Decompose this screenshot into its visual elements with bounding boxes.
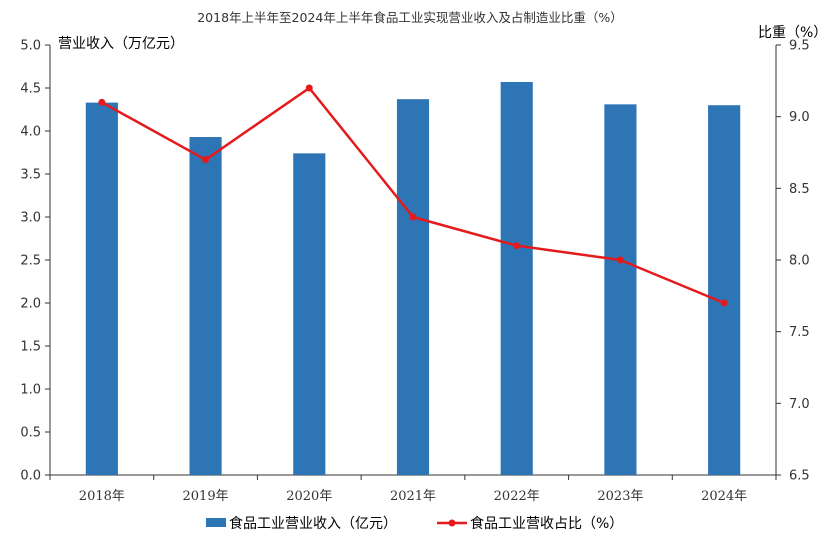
right-tick-label: 9.5 [789, 39, 810, 54]
line-point [202, 156, 210, 164]
right-tick-label: 8.5 [789, 182, 810, 197]
line-point [409, 213, 417, 221]
left-tick-label: 2.0 [20, 297, 41, 312]
right-tick-label: 7.5 [789, 325, 810, 340]
line-point [616, 256, 624, 264]
legend-bar-swatch [206, 518, 226, 527]
left-tick-label: 0.0 [20, 469, 41, 484]
left-tick-label: 4.5 [20, 82, 41, 97]
left-tick-label: 3.5 [20, 168, 41, 183]
left-tick-label: 1.0 [20, 383, 41, 398]
left-tick-label: 5.0 [20, 39, 41, 54]
left-axis-title: 营业收入（万亿元） [58, 36, 184, 52]
bar [708, 105, 741, 475]
legend-line-label: 食品工业营收占比（%） [470, 515, 623, 532]
left-tick-label: 2.5 [20, 254, 41, 269]
line-point [513, 242, 521, 250]
line-point [305, 84, 313, 92]
line-point [98, 98, 106, 106]
right-tick-label: 7.0 [789, 397, 810, 412]
x-axis-ticks: 2018年 2019年 2020年 2021年 2022年 2023年 2024年 [49, 475, 777, 504]
left-tick-label: 0.5 [20, 426, 41, 441]
right-tick-label: 9.0 [789, 110, 810, 125]
right-tick-label: 6.5 [789, 469, 810, 484]
x-tick-label: 2023年 [597, 489, 643, 504]
bar [293, 153, 326, 476]
bar [500, 81, 533, 475]
chart-title: 2018年上半年至2024年上半年食品工业实现营业收入及占制造业比重（%） [197, 10, 623, 25]
line-series [98, 84, 728, 307]
legend-line-marker [448, 519, 456, 527]
right-axis-title: 比重（%） [758, 25, 827, 41]
x-tick-label: 2018年 [79, 489, 125, 504]
bar [189, 137, 222, 475]
legend-bar-label: 食品工业营业收入（亿元） [229, 515, 397, 532]
line-point [720, 299, 728, 307]
bar-series [85, 81, 741, 476]
bar [396, 99, 430, 476]
bar [85, 102, 118, 476]
x-tick-label: 2022年 [494, 489, 540, 504]
legend: 食品工业营业收入（亿元） 食品工业营收占比（%） [206, 515, 623, 532]
left-tick-label: 3.0 [20, 211, 41, 226]
x-tick-label: 2021年 [390, 489, 436, 504]
right-tick-label: 8.0 [789, 254, 810, 269]
left-axis-ticks: 0.0 0.5 1.0 1.5 2.0 2.5 3.0 3.5 4.0 4.5 5.0 [20, 39, 50, 484]
x-tick-label: 2024年 [701, 489, 747, 504]
bar [604, 104, 637, 475]
x-tick-label: 2020年 [286, 489, 332, 504]
x-tick-label: 2019年 [183, 489, 229, 504]
left-tick-label: 4.0 [20, 125, 41, 140]
left-tick-label: 1.5 [20, 340, 41, 355]
right-axis-ticks: 6.5 7.0 7.5 8.0 8.5 9.0 9.5 [776, 39, 810, 484]
